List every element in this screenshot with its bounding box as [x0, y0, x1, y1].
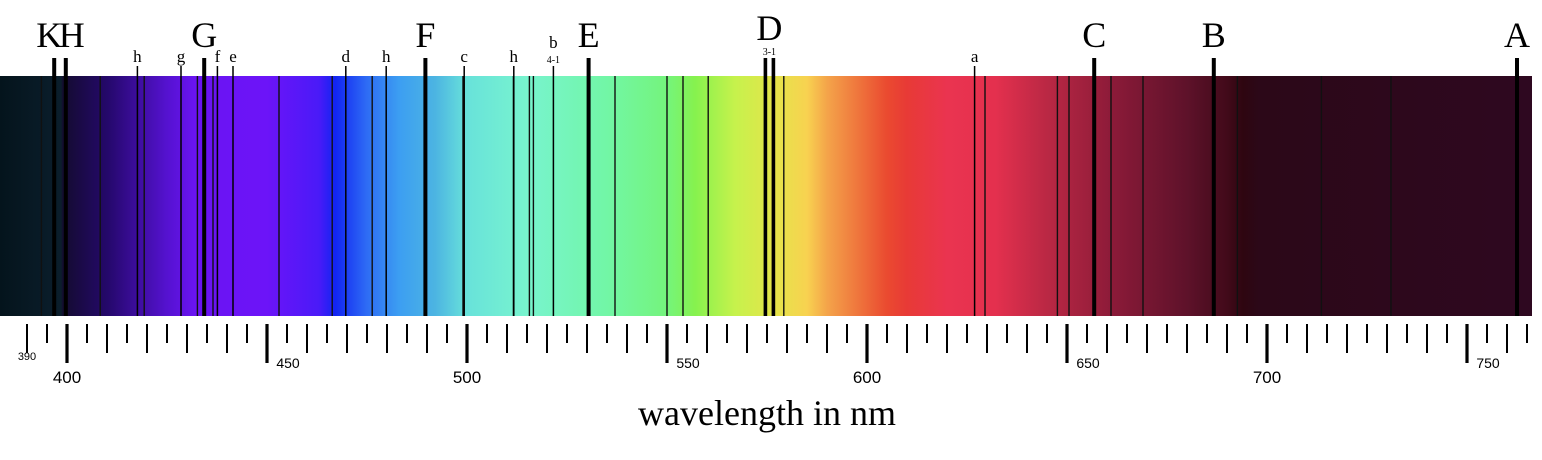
line-label-e: e: [229, 47, 237, 66]
axis-title: wavelength in nm: [638, 393, 896, 433]
line-label-h: h: [382, 47, 391, 66]
tick-label-400: 400: [53, 368, 81, 387]
line-label-f: f: [215, 47, 221, 66]
line-label-a: a: [971, 47, 979, 66]
line-label-G: G: [191, 15, 217, 55]
line-sublabel: 3-1: [763, 47, 776, 58]
axis-labels: 390 450 550 650 750 400 500 600 700: [18, 351, 1500, 387]
line-label-d: d: [342, 47, 351, 66]
line-label-F: F: [415, 15, 435, 55]
line-label-D: D: [756, 8, 782, 48]
tick-label-550: 550: [676, 355, 700, 371]
line-label-H: H: [59, 15, 85, 55]
tick-label-600: 600: [853, 368, 881, 387]
tick-label-390: 390: [18, 351, 36, 363]
line-label-g: g: [177, 47, 186, 66]
line-label-b: b: [549, 33, 558, 52]
line-label-A: A: [1504, 15, 1530, 55]
tick-label-700: 700: [1253, 368, 1281, 387]
line-sublabel: 4-1: [547, 55, 560, 66]
line-label-h: h: [510, 47, 519, 66]
line-label-K: K: [36, 15, 62, 55]
absorption-lines: [40, 58, 1519, 316]
line-label-C: C: [1082, 15, 1106, 55]
tick-label-450: 450: [276, 355, 300, 371]
line-label-E: E: [578, 15, 600, 55]
tick-label-650: 650: [1076, 355, 1100, 371]
line-label-h: h: [133, 47, 142, 66]
tick-label-500: 500: [453, 368, 481, 387]
tick-label-750: 750: [1476, 355, 1500, 371]
axis-ticks: [26, 324, 1528, 363]
line-label-B: B: [1202, 15, 1226, 55]
line-label-c: c: [460, 47, 468, 66]
line-labels: KHh gGf e d h Fc h b 4-1 Ea C B A D3-1: [36, 8, 1530, 66]
